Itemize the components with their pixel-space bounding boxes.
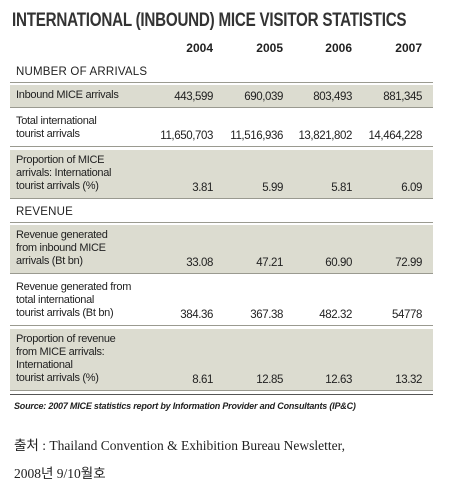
cell-value: 13.32 <box>395 374 422 386</box>
cell-value: 12.63 <box>325 374 352 386</box>
cell-value: 60.90 <box>325 257 352 269</box>
caption-line: 출처 : Thailand Convention & Exhibition Bu… <box>14 438 345 453</box>
row-label: Inbound MICE arrivals <box>16 89 119 102</box>
cell-value: 881,345 <box>383 91 422 103</box>
label-line: from MICE arrivals: <box>16 346 105 358</box>
column-header: 2004 <box>186 41 213 55</box>
cell-value: 5.99 <box>262 182 283 194</box>
cell-value: 803,493 <box>313 91 352 103</box>
table-row: Total international tourist arrivals 11,65… <box>10 111 433 147</box>
cell-value: 3.81 <box>192 182 213 194</box>
label-line: arrivals: International <box>16 167 112 179</box>
cell-value: 690,039 <box>244 91 283 103</box>
cell-value: 47.21 <box>256 257 283 269</box>
label-line: tourist arrivals (%) <box>16 180 99 192</box>
label-line: tourist arrivals (%) <box>16 372 99 384</box>
cell-value: 14,464,228 <box>368 130 422 142</box>
row-label: Total international tourist arrivals <box>16 115 97 141</box>
caption-line: 2008년 9/10월호 <box>14 466 106 481</box>
label-line: arrivals (Bt bn) <box>16 255 83 267</box>
row-label: Revenue generated from total internationa… <box>16 281 131 320</box>
label-line: Inbound MICE arrivals <box>16 89 119 101</box>
row-label: Proportion of MICE arrivals: Internationa… <box>16 154 112 193</box>
cell-value: 5.81 <box>331 182 352 194</box>
label-line: from inbound MICE <box>16 242 106 254</box>
cell-value: 33.08 <box>186 257 213 269</box>
label-line: Revenue generated <box>16 229 108 241</box>
label-line: Total international <box>16 115 97 127</box>
label-line: tourist arrivals (Bt bn) <box>16 307 114 319</box>
table-row: Proportion of MICE arrivals: Internationa… <box>10 150 433 199</box>
label-line: Revenue generated from <box>16 281 132 293</box>
cell-value: 384.36 <box>180 309 213 321</box>
cell-value: 482.32 <box>319 309 352 321</box>
cell-value: 8.61 <box>192 374 213 386</box>
label-line: tourist arrivals <box>16 128 80 140</box>
row-label: Proportion of revenue from MICE arrivals:… <box>16 333 116 385</box>
label-line: Proportion of revenue <box>16 333 116 345</box>
cell-value: 11,650,703 <box>160 130 213 142</box>
section-heading: REVENUE <box>10 202 433 223</box>
column-header: 2005 <box>256 41 283 55</box>
column-header: 2007 <box>395 41 422 55</box>
table-title: INTERNATIONAL (INBOUND) MICE VISITOR STA… <box>12 10 407 31</box>
label-line: Proportion of MICE <box>16 154 105 166</box>
table-row: Inbound MICE arrivals 443,599 690,039 803,4… <box>10 85 433 108</box>
cell-value: 54778 <box>392 309 422 321</box>
column-header: 2006 <box>325 41 352 55</box>
cell-value: 13,821,802 <box>298 130 352 142</box>
cell-value: 11,516,936 <box>230 130 283 142</box>
table-row: Revenue generated from total internationa… <box>10 277 433 326</box>
label-line: total international <box>16 294 95 306</box>
source-note: Source: 2007 MICE statistics report by I… <box>10 394 433 416</box>
table-row: Revenue generated from inbound MICE arriva… <box>10 225 433 274</box>
cell-value: 6.09 <box>401 182 422 194</box>
label-line: International <box>16 359 73 371</box>
cell-value: 443,599 <box>174 91 213 103</box>
section-heading: NUMBER OF ARRIVALS <box>10 62 433 83</box>
row-label: Revenue generated from inbound MICE arriva… <box>16 229 108 268</box>
cell-value: 367.38 <box>250 309 283 321</box>
cell-value: 12.85 <box>256 374 283 386</box>
table-row: Proportion of revenue from MICE arrivals:… <box>10 329 433 391</box>
cell-value: 72.99 <box>395 257 422 269</box>
